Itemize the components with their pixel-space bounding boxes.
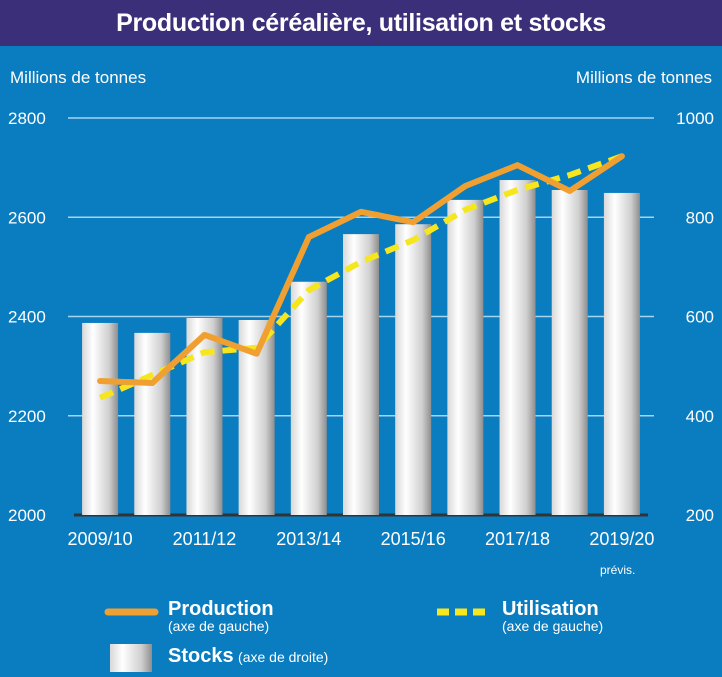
left-axis-unit: Millions de tonnes [10,68,147,87]
legend-swatches [104,608,488,672]
right-tick-label: 200 [686,506,714,525]
x-tick-label: 2009/10 [68,529,133,549]
stocks-bar [395,224,432,515]
x-tick-label: 2015/16 [381,529,446,549]
stocks-bar [134,332,171,515]
chart-title: Production céréalière, utilisation et st… [0,0,722,46]
legend-utilisation-sub: (axe de gauche) [502,618,604,634]
legend-stocks-label: Stocks [168,645,234,667]
legend-production-label: Production [168,598,274,620]
legend-stocks-swatch [110,644,152,672]
right-tick-label: 400 [686,407,714,426]
legend-stocks: Stocks (axe de droite) [168,646,328,667]
stocks-bar [499,180,536,515]
utilisation-line [98,153,623,401]
x-tick-label: 2011/12 [173,529,237,549]
right-tick-label: 600 [686,308,714,327]
left-tick-label: 2400 [8,308,46,327]
axis-labels: 2800 1000 2600 800 2400 600 2200 400 2000 200 2009… [8,109,714,549]
stocks-bar [603,192,640,515]
stocks-bar [447,199,484,515]
production-line [97,153,625,386]
right-axis-unit: Millions de tonnes [575,68,712,87]
right-tick-label: 1000 [676,109,714,128]
left-tick-label: 2800 [8,109,46,128]
left-tick-label: 2000 [8,506,46,525]
forecast-note: prévis. [600,563,636,577]
x-tick-label: 2013/14 [276,529,341,549]
legend-stocks-sub: (axe de droite) [238,649,329,665]
legend-utilisation: Utilisation (axe de gauche) [502,599,603,634]
left-tick-label: 2600 [8,208,46,227]
legend-utilisation-label: Utilisation [502,598,599,620]
left-tick-label: 2200 [8,407,46,426]
stocks-bar [290,281,327,515]
series-lines [97,153,625,401]
stocks-bar [82,322,119,515]
legend-production-sub: (axe de gauche) [168,618,270,634]
x-tick-label: 2019/20 [589,529,654,549]
x-tick-label: 2017/18 [485,529,550,549]
right-tick-label: 800 [686,208,714,227]
stocks-bars [82,180,640,516]
legend-production: Production (axe de gauche) [168,599,274,634]
stocks-bar [343,234,379,515]
stocks-bar [551,189,588,516]
